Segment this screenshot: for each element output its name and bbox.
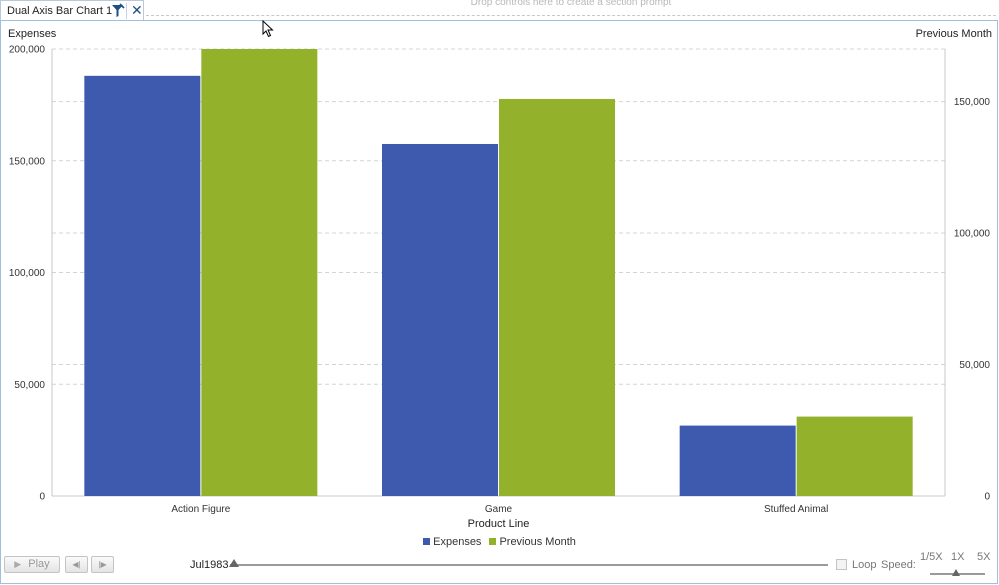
y-tick-left-3: 150,000 [9, 156, 46, 167]
legend-swatch [423, 538, 431, 545]
legend-swatch [489, 538, 497, 545]
animation-controls: ▶ Play ◀| |▶ Jul1983 Loop Speed: 1/5X 1X… [0, 551, 999, 584]
step-forward-button[interactable]: |▶ [91, 556, 114, 573]
tab-title: Dual Axis Bar Chart 1 [7, 5, 113, 17]
step-back-icon: ◀| [72, 560, 81, 569]
x-tick-1: Game [485, 504, 513, 515]
speed-option-fast: 5X [977, 551, 991, 563]
time-slider-track[interactable] [230, 564, 828, 566]
y-axis-right-title: Previous Month [916, 28, 992, 40]
y-tick-right-1: 50,000 [959, 360, 990, 371]
top-bar: Dual Axis Bar Chart 1 ✕ Drop controls he… [0, 0, 999, 22]
speed-option-slow: 1/5X [920, 551, 943, 563]
speed-label: Speed: [881, 559, 916, 571]
x-axis-title: Product Line [468, 518, 530, 530]
y-tick-right-2: 100,000 [954, 229, 991, 240]
y-tick-left-4: 200,000 [9, 45, 46, 56]
bar-previous-month-1 [499, 98, 615, 496]
play-label: Play [28, 558, 50, 570]
bar-expenses-1 [382, 143, 498, 497]
section-prompt-dropzone[interactable]: Drop controls here to create a section p… [146, 0, 996, 16]
speed-slider-thumb[interactable] [952, 569, 960, 576]
tab-divider [126, 3, 127, 19]
legend-label: Previous Month [499, 536, 576, 548]
bar-expenses-0 [84, 75, 201, 496]
bar-previous-month-2 [796, 416, 913, 496]
x-tick-0: Action Figure [171, 504, 230, 515]
time-slider-thumb[interactable] [229, 559, 239, 567]
loop-label: Loop [852, 559, 877, 571]
legend-item-expenses: Expenses [423, 536, 481, 548]
bar-previous-month-0 [201, 49, 318, 496]
play-button[interactable]: ▶ Play [4, 556, 60, 573]
close-icon[interactable]: ✕ [131, 2, 143, 18]
y-axis-left-title: Expenses [8, 28, 57, 40]
legend-item-previous-month: Previous Month [489, 536, 576, 548]
y-tick-right-0: 0 [984, 492, 990, 503]
dual-axis-bar-chart: 0 50,000 100,000 150,000 200,000 0 50,000 100,0… [8, 28, 992, 530]
legend-label: Expenses [433, 536, 482, 548]
chart-tab[interactable]: Dual Axis Bar Chart 1 ✕ [0, 0, 144, 20]
loop-checkbox[interactable] [836, 559, 847, 570]
x-tick-2: Stuffed Animal [764, 504, 828, 515]
step-back-button[interactable]: ◀| [65, 556, 88, 573]
time-value-label: Jul1983 [190, 559, 229, 571]
play-icon: ▶ [14, 559, 22, 569]
y-tick-left-0: 0 [39, 492, 45, 503]
chart-panel [0, 20, 998, 584]
mouse-cursor-icon [262, 20, 274, 38]
chart-legend: Expenses Previous Month [0, 536, 999, 548]
y-tick-left-2: 100,000 [9, 268, 46, 279]
y-tick-right-3: 150,000 [954, 97, 991, 108]
bar-expenses-2 [679, 425, 796, 496]
filter-icon[interactable] [111, 3, 125, 19]
step-forward-icon: |▶ [98, 560, 107, 569]
speed-option-normal: 1X [951, 551, 965, 563]
y-tick-left-1: 50,000 [14, 380, 45, 391]
